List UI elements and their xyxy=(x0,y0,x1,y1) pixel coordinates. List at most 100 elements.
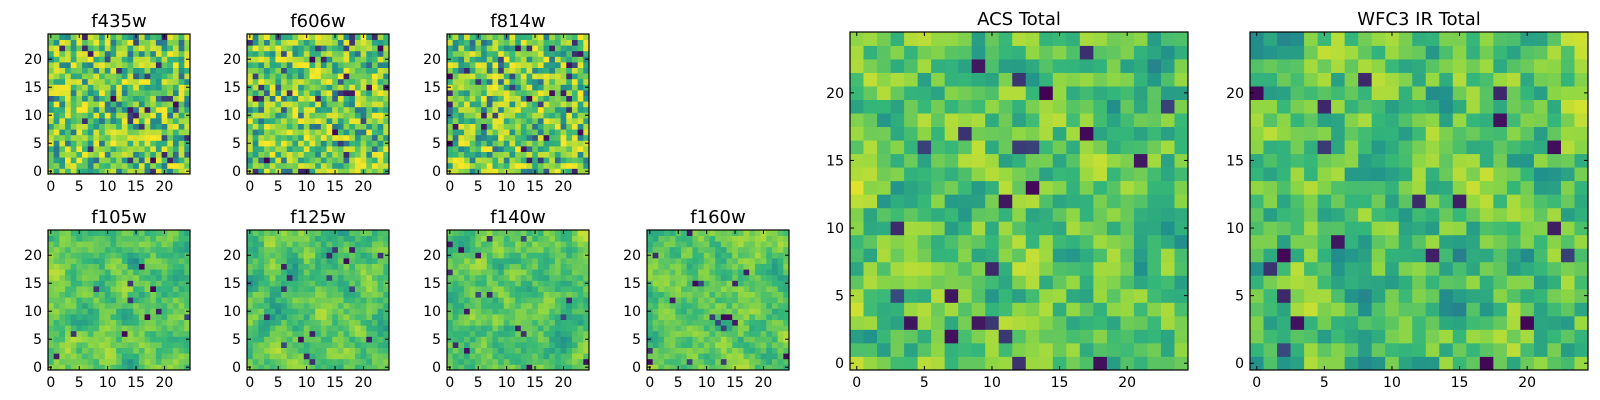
heatmap-cell xyxy=(1025,288,1040,303)
heatmap-cell xyxy=(264,45,271,52)
heatmap-cell xyxy=(498,263,505,270)
heatmap-cell xyxy=(349,101,356,108)
heatmap-cell xyxy=(698,302,705,309)
heatmap-cell xyxy=(549,336,556,343)
heatmap-cell xyxy=(469,252,476,259)
heatmap-cell xyxy=(481,280,488,287)
heatmap-cell xyxy=(161,90,168,96)
x-tick-label: 5 xyxy=(75,375,84,391)
heatmap-cell xyxy=(87,146,94,152)
heatmap-cell xyxy=(890,167,905,182)
heatmap-cell xyxy=(252,78,259,85)
heatmap-cell xyxy=(59,67,66,74)
heatmap-cell xyxy=(777,274,784,281)
heatmap-cell xyxy=(337,364,344,371)
heatmap-cell xyxy=(127,263,134,270)
heatmap-cell xyxy=(377,302,384,309)
heatmap-cell xyxy=(110,123,117,130)
heatmap-cell xyxy=(771,252,779,259)
heatmap-cell xyxy=(144,34,151,40)
heatmap-cell xyxy=(447,246,454,253)
heatmap-cell xyxy=(76,330,83,337)
heatmap-cell xyxy=(275,325,282,332)
heatmap-cells xyxy=(647,230,790,371)
heatmap-cell xyxy=(93,78,100,85)
heatmap-cell xyxy=(492,90,499,96)
heatmap-cell xyxy=(326,95,333,102)
heatmap-cell xyxy=(549,146,556,152)
heatmap-cell xyxy=(178,280,185,287)
heatmap-cell xyxy=(133,78,140,85)
heatmap-cell xyxy=(760,263,767,270)
heatmap-cell xyxy=(48,62,55,68)
heatmap-cell xyxy=(116,162,123,169)
heatmap-cell xyxy=(549,140,556,147)
heatmap-cell xyxy=(167,73,174,80)
heatmap-cell xyxy=(172,330,180,337)
heatmap-cell xyxy=(571,101,579,108)
heatmap-cell xyxy=(777,263,784,270)
heatmap-cell xyxy=(532,62,539,68)
heatmap-cell xyxy=(475,252,482,259)
heatmap-cell xyxy=(1079,356,1094,371)
heatmap-cell xyxy=(172,151,180,158)
heatmap-cell xyxy=(737,246,744,253)
heatmap-cell xyxy=(743,280,750,287)
heatmap-cell xyxy=(543,302,550,309)
heatmap-cell xyxy=(292,62,299,68)
heatmap-cell xyxy=(127,358,134,365)
heatmap-cell xyxy=(70,241,77,248)
heatmap-cell xyxy=(354,162,361,169)
heatmap-cell xyxy=(286,67,293,74)
heatmap-cell xyxy=(566,140,573,147)
heatmap-cell xyxy=(743,336,750,343)
heatmap-cell xyxy=(116,129,123,136)
heatmap-cell xyxy=(783,246,790,253)
heatmap-cell xyxy=(366,118,373,124)
heatmap-cell xyxy=(99,34,106,40)
heatmap-cell xyxy=(48,269,55,276)
heatmap-cell xyxy=(732,325,739,332)
heatmap-cell xyxy=(320,129,327,136)
heatmap-cell xyxy=(377,252,384,259)
heatmap-cell xyxy=(281,297,288,304)
heatmap-cell xyxy=(264,358,271,365)
heatmap-cell xyxy=(971,315,986,330)
heatmap-cell xyxy=(87,95,94,102)
heatmap-cell xyxy=(349,241,356,248)
heatmap-cell xyxy=(320,319,327,326)
heatmap-cell xyxy=(383,347,390,354)
heatmap-cell xyxy=(121,358,128,365)
heatmap-cell xyxy=(275,123,282,130)
heatmap-cell xyxy=(247,274,254,281)
heatmap-cell xyxy=(133,45,140,52)
heatmap-cell xyxy=(958,342,973,357)
heatmap-cell xyxy=(184,34,191,40)
heatmap-cell xyxy=(726,246,733,253)
heatmap-cell xyxy=(303,45,310,52)
heatmap-cell xyxy=(309,140,316,147)
heatmap-cell xyxy=(59,129,66,136)
heatmap-cell xyxy=(53,297,60,304)
heatmap-cell xyxy=(161,162,168,169)
heatmap-cell xyxy=(269,269,276,276)
heatmap-cell xyxy=(121,330,128,337)
heatmap-cell xyxy=(754,280,761,287)
heatmap-cell xyxy=(99,308,106,315)
heatmap-cell xyxy=(116,291,123,298)
heatmap-cell xyxy=(303,73,310,80)
heatmap-cell xyxy=(116,62,123,68)
heatmap-cell xyxy=(452,168,459,175)
heatmap-cell xyxy=(138,45,145,52)
heatmap-cell xyxy=(116,39,123,46)
heatmap-cell xyxy=(777,246,784,253)
heatmap-cell xyxy=(464,62,471,68)
heatmap-cell xyxy=(59,353,66,360)
heatmap-cell xyxy=(754,263,761,270)
heatmap-cell xyxy=(371,286,379,292)
heatmap-cell xyxy=(509,73,516,80)
heatmap-cell xyxy=(275,101,282,108)
heatmap-cell xyxy=(150,330,157,337)
heatmap-cell xyxy=(76,263,83,270)
heatmap-cell xyxy=(138,95,145,102)
